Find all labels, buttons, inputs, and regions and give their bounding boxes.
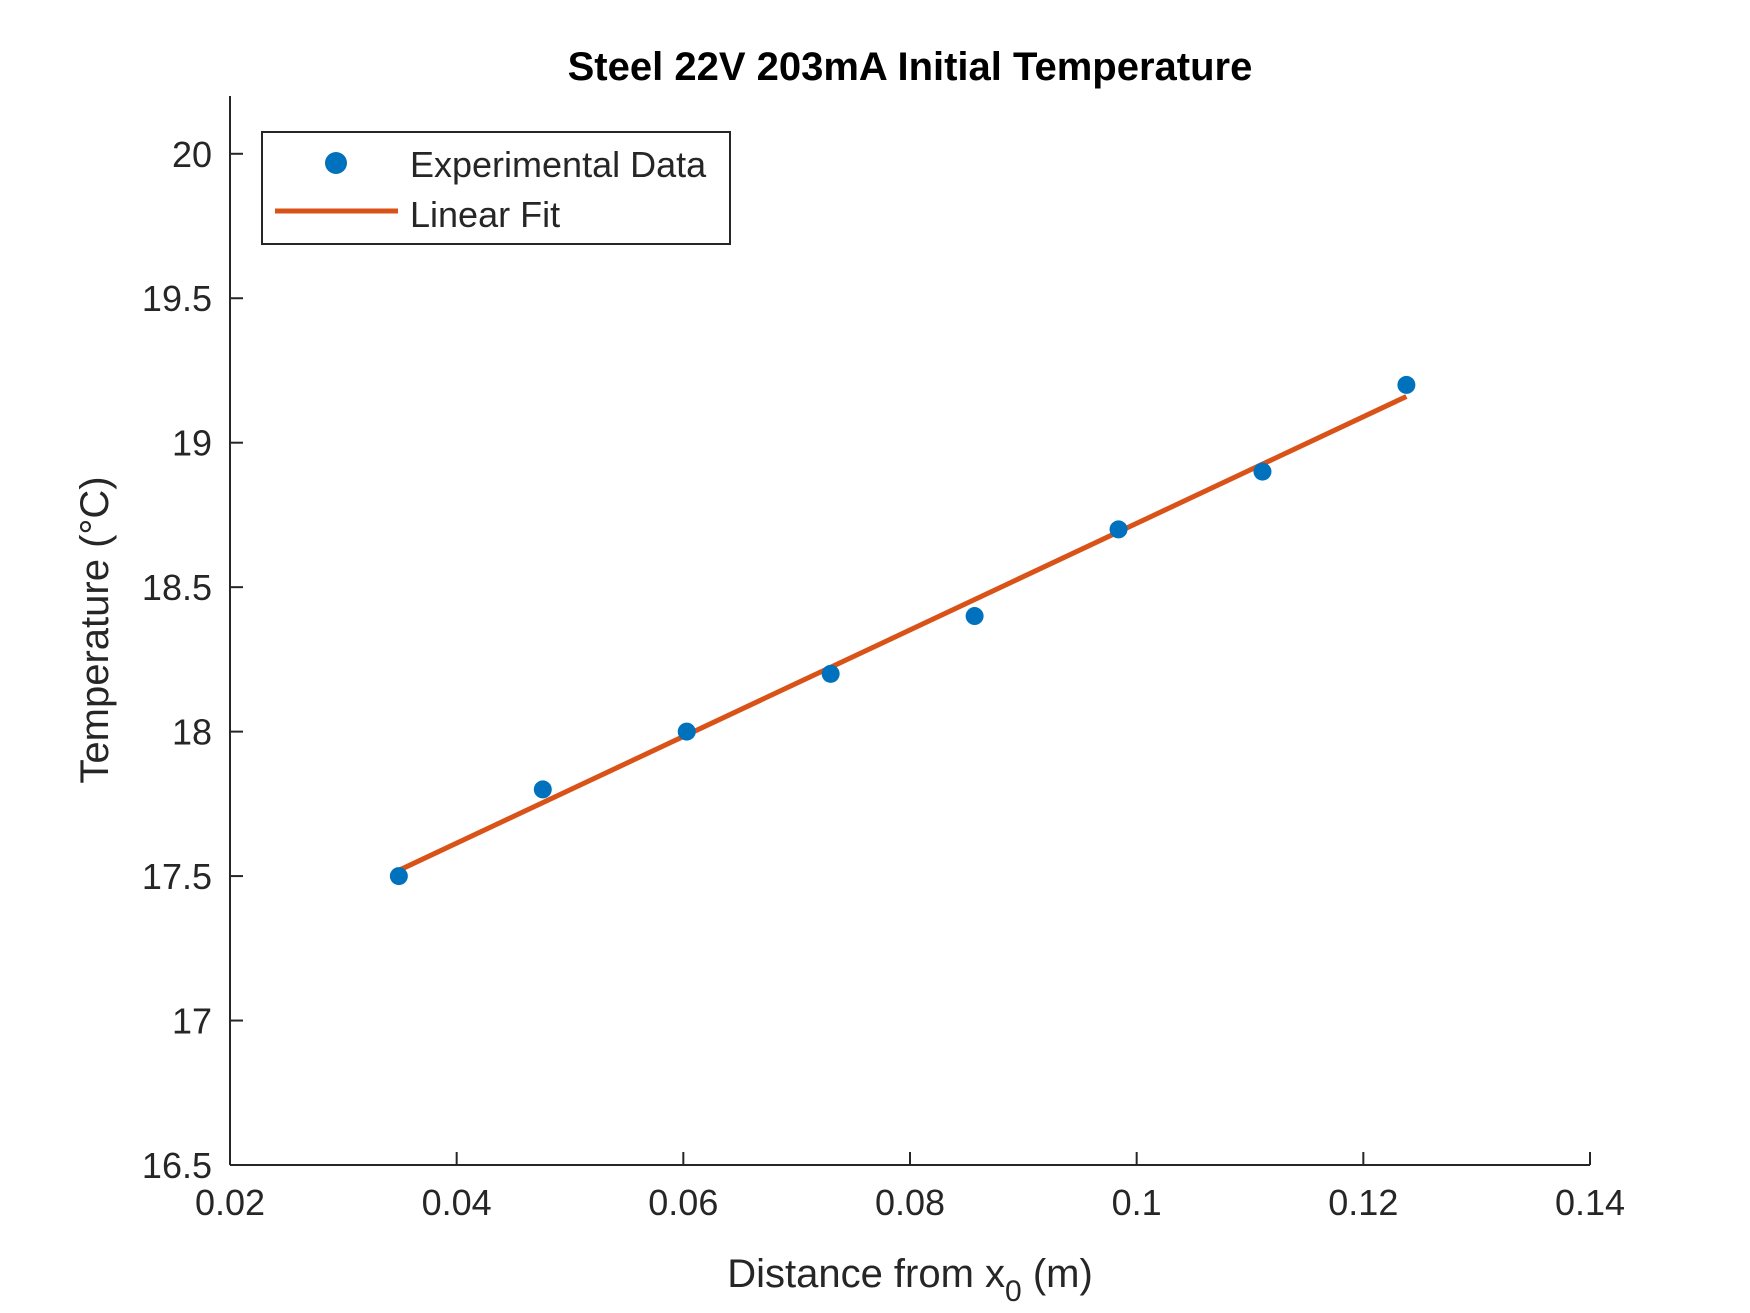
plot-area: 0.02 0.04 0.06 0.08 0.1 0.12 0.14 16.5 17 17.5 18… [142, 96, 1625, 1223]
legend-box [261, 131, 731, 245]
data-point [965, 607, 984, 626]
data-point [821, 664, 840, 683]
data-point [1397, 375, 1416, 394]
y-axis-label: Temperature (°C) [73, 476, 117, 783]
x-tick-label: 0.12 [1328, 1182, 1398, 1223]
x-tick-label: 0.08 [875, 1182, 945, 1223]
data-point [389, 867, 408, 886]
experimental-data-series [389, 375, 1416, 886]
y-tick-label: 18.5 [142, 567, 212, 608]
x-ticks: 0.02 0.04 0.06 0.08 0.1 0.12 0.14 [195, 1152, 1625, 1223]
y-tick-label: 17.5 [142, 856, 212, 897]
x-tick-label: 0.02 [195, 1182, 265, 1223]
x-tick-label: 0.04 [422, 1182, 492, 1223]
y-tick-label: 20 [172, 134, 212, 175]
y-tick-label: 16.5 [142, 1145, 212, 1186]
data-point [677, 722, 696, 741]
legend-label-experimental-data: Experimental Data [410, 144, 707, 185]
data-point [1109, 520, 1128, 539]
linear-fit-line [397, 394, 1408, 873]
x-tick-label: 0.1 [1112, 1182, 1162, 1223]
legend-marker-experimental-data [325, 152, 347, 174]
data-point [1253, 462, 1272, 481]
x-tick-label: 0.14 [1555, 1182, 1625, 1223]
x-axis-label-main: Distance from x [727, 1252, 1005, 1296]
x-tick-label: 0.06 [648, 1182, 718, 1223]
y-tick-label: 17 [172, 1001, 212, 1042]
y-ticks: 16.5 17 17.5 18 18.5 19 19.5 20 [142, 134, 243, 1186]
legend: Experimental Data Linear Fit [261, 131, 731, 245]
legend-label-linear-fit: Linear Fit [410, 194, 560, 235]
chart-title: Steel 22V 203mA Initial Temperature [568, 45, 1253, 89]
x-axis-label-tail: (m) [1022, 1252, 1093, 1296]
x-axis-label-subscript: 0 [1005, 1275, 1022, 1308]
y-tick-label: 19 [172, 423, 212, 464]
linear-fit-series [397, 394, 1408, 873]
y-tick-label: 18 [172, 712, 212, 753]
data-point [533, 780, 552, 799]
x-axis-label: Distance from x0 (m) [727, 1252, 1093, 1308]
y-tick-label: 19.5 [142, 278, 212, 319]
